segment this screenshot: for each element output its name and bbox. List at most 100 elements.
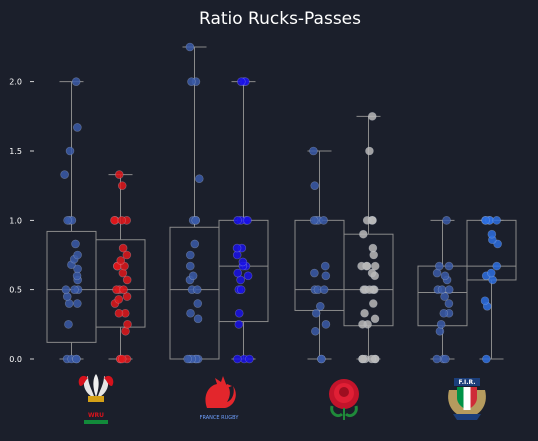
y-tick-label: 0.5 bbox=[9, 286, 22, 295]
data-point bbox=[187, 77, 196, 86]
logo-bar bbox=[84, 420, 108, 424]
data-point bbox=[232, 243, 242, 253]
data-point bbox=[370, 314, 380, 324]
data-point bbox=[122, 292, 132, 301]
data-point bbox=[358, 320, 367, 329]
data-point bbox=[233, 268, 243, 278]
data-point bbox=[360, 308, 369, 318]
data-point bbox=[368, 243, 378, 253]
data-point bbox=[73, 123, 82, 132]
data-points bbox=[60, 42, 502, 364]
data-point bbox=[441, 354, 450, 364]
data-point bbox=[309, 146, 318, 156]
fir-banner bbox=[454, 378, 480, 386]
data-point bbox=[186, 308, 195, 318]
data-point bbox=[310, 181, 320, 190]
data-point bbox=[65, 146, 75, 156]
data-point bbox=[183, 354, 192, 364]
data-point bbox=[309, 216, 319, 225]
data-point bbox=[123, 320, 132, 329]
data-point bbox=[61, 285, 71, 294]
data-point bbox=[188, 271, 198, 281]
data-point bbox=[73, 250, 82, 260]
rooster-body bbox=[205, 376, 236, 408]
data-point bbox=[122, 275, 132, 285]
data-point bbox=[320, 261, 330, 271]
data-point bbox=[365, 285, 374, 294]
data-point bbox=[114, 295, 124, 304]
data-point bbox=[62, 292, 72, 301]
data-point bbox=[243, 271, 253, 281]
data-point bbox=[118, 268, 128, 278]
data-point bbox=[311, 326, 320, 336]
y-tick-label: 2.0 bbox=[9, 78, 22, 87]
data-point bbox=[367, 354, 377, 364]
data-point bbox=[236, 77, 246, 86]
flag-red bbox=[470, 387, 477, 408]
data-point bbox=[71, 239, 80, 249]
data-point bbox=[60, 170, 69, 179]
data-point bbox=[192, 285, 202, 294]
rose-center bbox=[339, 387, 349, 397]
data-point bbox=[234, 308, 244, 318]
data-point bbox=[432, 354, 442, 364]
data-point bbox=[234, 320, 244, 329]
coronet bbox=[88, 396, 104, 402]
data-point bbox=[236, 285, 246, 294]
data-point bbox=[122, 250, 132, 260]
italy-fir-logo: F.I.R. bbox=[448, 378, 486, 420]
feather-center bbox=[93, 374, 99, 397]
data-point bbox=[444, 285, 454, 294]
data-point bbox=[362, 216, 372, 225]
data-point bbox=[437, 285, 447, 294]
rose-leaves bbox=[330, 405, 358, 418]
data-point bbox=[444, 299, 454, 308]
data-point bbox=[245, 354, 254, 364]
data-point bbox=[185, 261, 195, 271]
data-point bbox=[319, 216, 328, 225]
data-point bbox=[435, 326, 445, 336]
data-point bbox=[117, 181, 127, 190]
data-point bbox=[191, 216, 200, 225]
data-point bbox=[487, 229, 497, 239]
feather-red-left bbox=[78, 375, 88, 386]
y-axis: 0.0 0.5 1.0 1.5 2.0 bbox=[9, 78, 34, 364]
data-point bbox=[440, 271, 450, 281]
data-point bbox=[193, 314, 203, 324]
data-point bbox=[444, 261, 454, 271]
data-point bbox=[236, 275, 245, 285]
data-point bbox=[64, 320, 73, 329]
data-point bbox=[317, 354, 326, 364]
y-tick-label: 0.0 bbox=[9, 355, 22, 364]
data-point bbox=[368, 299, 378, 308]
y-tick-label: 1.0 bbox=[9, 216, 22, 225]
data-point bbox=[117, 216, 127, 225]
data-point bbox=[358, 354, 367, 364]
data-point bbox=[185, 42, 195, 52]
flag-white bbox=[463, 387, 471, 410]
data-point bbox=[315, 302, 325, 311]
data-point bbox=[365, 146, 374, 156]
team-logos: WRU FRANCE RUGBY F.I.R. bbox=[78, 374, 486, 424]
flag-green bbox=[457, 387, 464, 408]
data-point bbox=[70, 285, 79, 294]
data-point bbox=[73, 264, 82, 274]
logo-label: WRU bbox=[88, 412, 104, 419]
data-point bbox=[119, 285, 128, 294]
logo-label: FRANCE RUGBY bbox=[200, 415, 240, 421]
data-point bbox=[110, 216, 119, 225]
data-point bbox=[367, 112, 377, 121]
data-point bbox=[442, 216, 451, 225]
chart-title: Ratio Rucks-Passes bbox=[199, 9, 361, 29]
data-point bbox=[190, 239, 200, 249]
data-point bbox=[321, 271, 331, 281]
data-point bbox=[73, 299, 82, 308]
data-point bbox=[311, 308, 321, 318]
data-point bbox=[63, 216, 72, 225]
data-point bbox=[117, 354, 127, 364]
data-point bbox=[370, 261, 380, 271]
data-point bbox=[71, 77, 81, 86]
data-point bbox=[319, 285, 329, 294]
logo-label: F.I.R. bbox=[458, 379, 475, 386]
